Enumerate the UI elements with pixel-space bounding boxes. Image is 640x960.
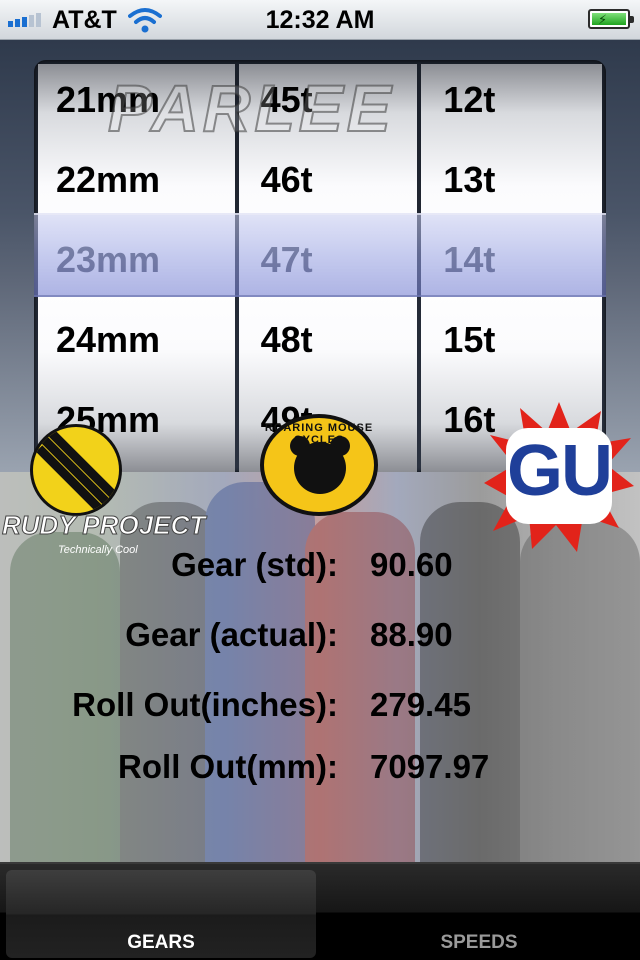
result-label: Roll Out(mm): [118, 748, 338, 785]
rudy-project-tagline: Technically Cool [58, 544, 138, 556]
picker-row[interactable]: 16t [443, 399, 496, 440]
carrier-name: AT&T [52, 6, 117, 34]
battery-charging-icon: ⚡ [588, 9, 634, 29]
picker-row[interactable]: 48t [260, 319, 313, 360]
picker-row-selected[interactable]: 47t [260, 239, 313, 280]
picker-row[interactable]: 15t [443, 319, 496, 360]
picker-row-selected[interactable]: 14t [443, 239, 496, 280]
status-time: 12:32 AM [265, 6, 375, 34]
result-value: 88.90 [370, 616, 453, 653]
wifi-icon [128, 8, 162, 33]
result-label: Gear (std): [171, 546, 338, 583]
result-gear-std: Gear (std): 90.60 [0, 546, 640, 594]
picker-row[interactable]: 21mm [56, 79, 161, 120]
stripes-sponsor-logo [30, 424, 122, 516]
result-value: 279.45 [370, 686, 471, 723]
tab-speeds[interactable]: SPEEDS [324, 870, 634, 958]
gu-logo: GU [484, 402, 634, 552]
result-value: 90.60 [370, 546, 453, 583]
tab-gears-label: GEARS [127, 932, 195, 953]
picker-row[interactable]: 13t [443, 159, 496, 200]
tab-bar: GEARS SPEEDS [0, 862, 640, 960]
gu-logo-text: GU [507, 431, 613, 511]
result-gear-actual: Gear (actual): 88.90 [0, 616, 640, 664]
chainring-wheel[interactable]: 45t 46t 47t 48t 49t [238, 64, 418, 472]
tab-gears[interactable]: GEARS [6, 870, 316, 958]
rudy-project-logo: RUDY PROJECT [1, 510, 206, 541]
result-rollout-inches: Roll Out(inches): 279.45 [0, 686, 640, 734]
result-rollout-mm: Roll Out(mm): 7097.97 [0, 748, 640, 796]
picker-row-selected[interactable]: 23mm [56, 239, 161, 280]
picker-row[interactable]: 12t [443, 79, 496, 120]
picker-row[interactable]: 22mm [56, 159, 161, 200]
picker-row[interactable]: 46t [260, 159, 313, 200]
result-value: 7097.97 [370, 748, 490, 785]
status-bar: AT&T 12:32 AM ⚡ [0, 0, 640, 40]
tire-size-wheel[interactable]: 21mm 22mm 23mm 24mm 25mm [38, 64, 235, 472]
result-label: Gear (actual): [125, 616, 338, 653]
result-label: Roll Out(inches): [72, 686, 338, 723]
signal-strength-icon [8, 13, 41, 27]
roaring-mouse-logo: ROARING MOUSE CYCLES [260, 414, 378, 516]
tab-speeds-label: SPEEDS [440, 932, 518, 953]
picker-row[interactable]: 24mm [56, 319, 161, 360]
team-photo-background [0, 472, 640, 862]
picker-row[interactable]: 45t [260, 79, 313, 120]
